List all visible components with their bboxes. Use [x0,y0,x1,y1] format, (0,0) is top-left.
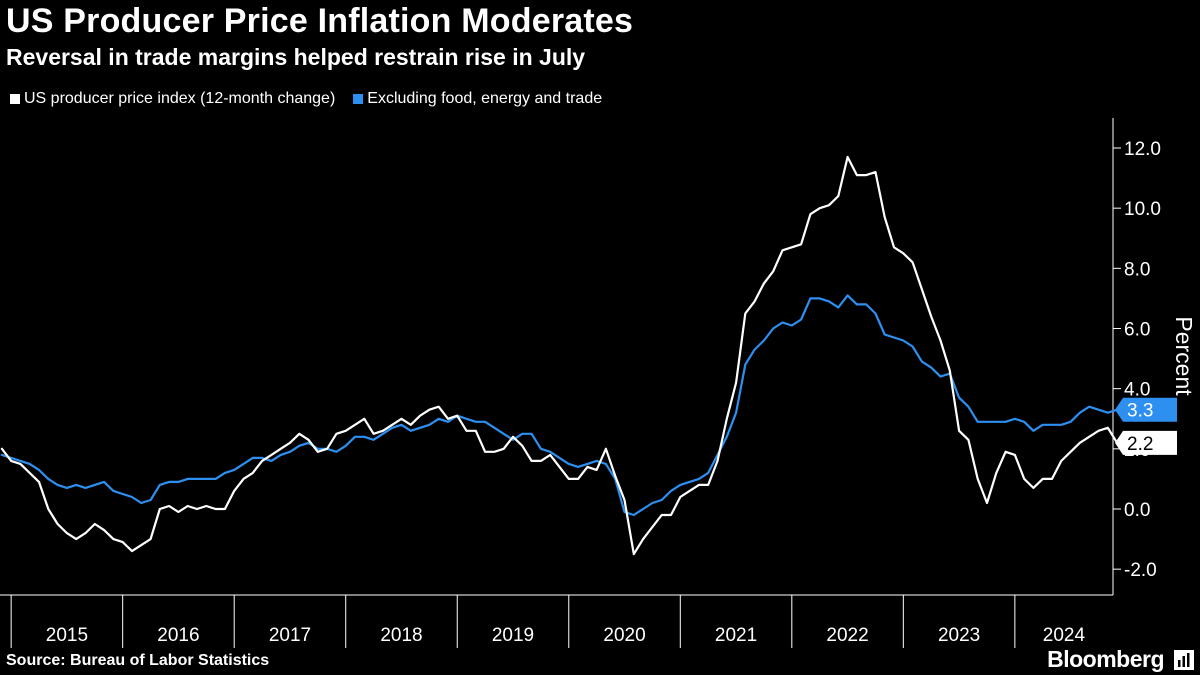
x-tick-label: 2019 [492,625,534,646]
source-note: Source: Bureau of Labor Statistics [6,652,270,669]
x-tick-label: 2023 [938,625,980,646]
last-value-core-box [1115,397,1177,422]
x-tick-label: 2021 [715,625,757,646]
y-tick-label: 4.0 [1124,380,1150,401]
y-tick-label: 8.0 [1124,259,1150,280]
series-line-ppi [0,155,1119,556]
last-value-ppi-label: 2.2 [1127,434,1153,455]
y-tick-label: -2.0 [1124,560,1157,581]
last-value-core-label: 3.3 [1127,401,1153,422]
legend-swatch-white [10,94,20,104]
legend-swatch-blue [353,94,364,104]
legend: US producer price index (12-month change… [10,90,602,108]
legend-item-core: Excluding food, energy and trade [353,90,602,108]
x-tick-label: 2016 [157,625,199,646]
x-tick-label: 2018 [380,625,422,646]
x-tick-label: 2017 [269,625,311,646]
brand-name: Bloomberg [1047,646,1164,672]
chart-subtitle: Reversal in trade margins helped restrai… [6,44,586,70]
legend-item-ppi: US producer price index (12-month change… [10,90,335,108]
y-tick-label: 0.0 [1124,500,1150,521]
chart-title: US Producer Price Inflation Moderates [6,2,634,40]
y-axis-title: Percent [1171,316,1197,396]
legend-label-ppi: US producer price index (12-month change… [24,90,336,107]
y-tick-label: 12.0 [1124,139,1161,160]
y-tick-label: 6.0 [1124,320,1150,341]
y-tick-label: 10.0 [1124,199,1161,220]
x-tick-label: 2015 [46,625,88,646]
series-line-core [0,294,1119,517]
last-value-ppi-box [1115,430,1177,455]
x-tick-label: 2024 [1043,625,1086,646]
legend-label-core: Excluding food, energy and trade [367,90,603,107]
bloomberg-logo-icon [1174,650,1194,670]
x-tick-label: 2020 [603,625,645,646]
x-tick-label: 2022 [826,625,868,646]
